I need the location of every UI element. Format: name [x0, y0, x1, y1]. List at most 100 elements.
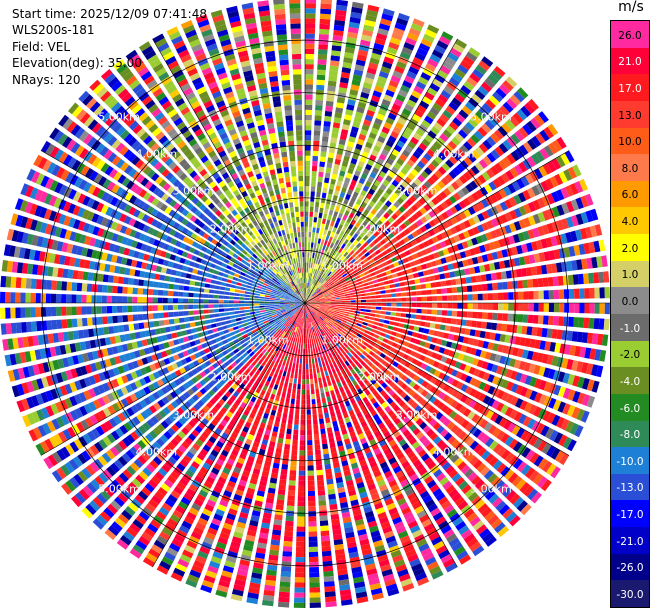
velocity-cell	[452, 334, 460, 342]
velocity-cell	[411, 231, 419, 238]
velocity-cell	[358, 194, 365, 201]
velocity-cell	[519, 482, 531, 494]
velocity-cell	[533, 473, 544, 485]
velocity-cell	[313, 352, 317, 359]
velocity-cell	[531, 351, 539, 362]
velocity-cell	[347, 319, 353, 323]
velocity-cell	[447, 435, 457, 445]
velocity-cell	[427, 561, 439, 571]
velocity-cell	[491, 364, 499, 373]
velocity-cell	[313, 308, 318, 312]
velocity-cell	[396, 408, 404, 417]
velocity-cell	[349, 335, 355, 341]
velocity-cell	[324, 386, 329, 393]
velocity-cell	[315, 301, 321, 303]
velocity-cell	[431, 570, 444, 580]
velocity-cell	[507, 183, 517, 194]
velocity-cell	[399, 51, 411, 60]
velocity-cell	[309, 257, 312, 263]
velocity-cell	[389, 316, 396, 321]
velocity-cell	[321, 350, 325, 356]
velocity-cell	[306, 307, 309, 313]
velocity-cell	[343, 335, 349, 340]
velocity-cell	[559, 453, 570, 466]
velocity-cell	[330, 248, 335, 255]
velocity-cell	[455, 38, 468, 49]
velocity-cell	[305, 23, 316, 29]
velocity-cell	[546, 264, 553, 274]
velocity-cell	[305, 236, 308, 242]
velocity-cell	[309, 206, 314, 212]
velocity-cell	[318, 341, 322, 347]
velocity-cell	[422, 194, 430, 202]
velocity-cell	[344, 438, 351, 445]
velocity-cell	[504, 435, 514, 447]
velocity-cell	[501, 249, 509, 258]
velocity-cell	[462, 303, 468, 309]
velocity-cell	[327, 80, 337, 87]
velocity-cell	[583, 317, 590, 329]
velocity-cell	[388, 41, 400, 50]
velocity-cell	[354, 586, 367, 594]
velocity-cell	[281, 417, 287, 424]
velocity-cell	[444, 325, 451, 332]
velocity-cell	[378, 70, 389, 79]
velocity-cell	[339, 269, 344, 274]
velocity-cell	[462, 294, 468, 301]
velocity-cell	[543, 315, 549, 325]
velocity-cell	[360, 303, 366, 306]
velocity-cell	[340, 369, 346, 375]
velocity-cell	[294, 352, 297, 359]
velocity-cell	[473, 428, 482, 438]
velocity-cell	[373, 321, 379, 326]
velocity-cell	[367, 281, 374, 285]
velocity-cell	[308, 283, 310, 289]
velocity-cell	[504, 199, 513, 209]
velocity-cell	[367, 456, 376, 464]
velocity-cell	[309, 304, 315, 306]
velocity-cell	[440, 355, 448, 363]
velocity-cell	[489, 440, 499, 451]
velocity-cell	[463, 209, 472, 218]
velocity-cell	[325, 417, 331, 424]
velocity-cell	[295, 347, 298, 354]
velocity-cell	[429, 418, 438, 427]
velocity-cell	[323, 458, 331, 465]
velocity-cell	[598, 271, 605, 283]
velocity-cell	[286, 428, 292, 435]
velocity-cell	[344, 259, 350, 265]
velocity-cell	[328, 188, 334, 195]
velocity-cell	[430, 159, 440, 168]
velocity-cell	[361, 220, 368, 227]
velocity-cell	[351, 79, 361, 87]
velocity-cell	[399, 318, 406, 323]
velocity-cell	[313, 222, 317, 228]
velocity-cell	[362, 469, 371, 477]
velocity-cell	[398, 323, 405, 328]
velocity-cell	[308, 501, 316, 507]
velocity-cell	[343, 373, 349, 380]
velocity-cell	[517, 232, 525, 242]
velocity-cell	[286, 505, 295, 512]
velocity-cell	[377, 322, 384, 327]
velocity-cell	[588, 272, 595, 284]
velocity-cell	[475, 146, 485, 157]
velocity-cell	[316, 336, 320, 342]
velocity-cell	[504, 356, 512, 366]
velocity-cell	[508, 292, 514, 300]
velocity-cell	[438, 331, 445, 338]
velocity-cell	[485, 273, 492, 281]
velocity-cell	[316, 222, 321, 229]
velocity-cell	[598, 239, 606, 252]
velocity-cell	[307, 485, 315, 492]
velocity-cell	[314, 298, 320, 301]
velocity-cell	[378, 397, 385, 405]
velocity-cell	[460, 345, 467, 353]
velocity-cell	[484, 263, 491, 272]
velocity-cell	[370, 357, 377, 364]
velocity-cell	[325, 337, 330, 343]
velocity-cell	[376, 339, 382, 345]
velocity-cell	[435, 194, 444, 203]
velocity-cell	[454, 203, 462, 212]
velocity-cell	[347, 338, 353, 344]
